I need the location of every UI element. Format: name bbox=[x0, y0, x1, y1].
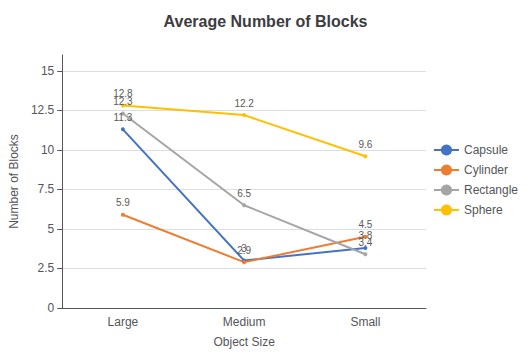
svg-text:4.5: 4.5 bbox=[358, 219, 372, 230]
svg-text:2.9: 2.9 bbox=[237, 245, 251, 256]
svg-text:Large: Large bbox=[108, 315, 139, 329]
svg-text:10: 10 bbox=[41, 143, 55, 157]
svg-text:12.2: 12.2 bbox=[234, 98, 254, 109]
svg-text:7.5: 7.5 bbox=[38, 182, 55, 196]
svg-text:5: 5 bbox=[48, 222, 55, 236]
svg-text:Small: Small bbox=[350, 315, 380, 329]
svg-text:Capsule: Capsule bbox=[464, 143, 508, 157]
svg-text:Cylinder: Cylinder bbox=[464, 163, 508, 177]
svg-text:12.3: 12.3 bbox=[113, 96, 133, 107]
svg-text:15: 15 bbox=[41, 64, 55, 78]
svg-text:Rectangle: Rectangle bbox=[464, 183, 518, 197]
svg-text:6.5: 6.5 bbox=[237, 188, 251, 199]
svg-text:3.4: 3.4 bbox=[358, 237, 372, 248]
svg-text:Medium: Medium bbox=[223, 315, 266, 329]
svg-text:Sphere: Sphere bbox=[464, 203, 503, 217]
svg-text:12.8: 12.8 bbox=[113, 88, 133, 99]
svg-text:11.3: 11.3 bbox=[114, 112, 133, 123]
svg-text:Average Number of Blocks: Average Number of Blocks bbox=[164, 13, 368, 30]
svg-text:Number of Blocks: Number of Blocks bbox=[7, 134, 21, 229]
svg-text:0: 0 bbox=[48, 301, 55, 315]
svg-text:12.5: 12.5 bbox=[31, 103, 55, 117]
svg-text:9.6: 9.6 bbox=[358, 139, 372, 150]
svg-text:5.9: 5.9 bbox=[116, 197, 130, 208]
svg-text:2.5: 2.5 bbox=[38, 261, 55, 275]
svg-text:Object Size: Object Size bbox=[213, 335, 275, 349]
